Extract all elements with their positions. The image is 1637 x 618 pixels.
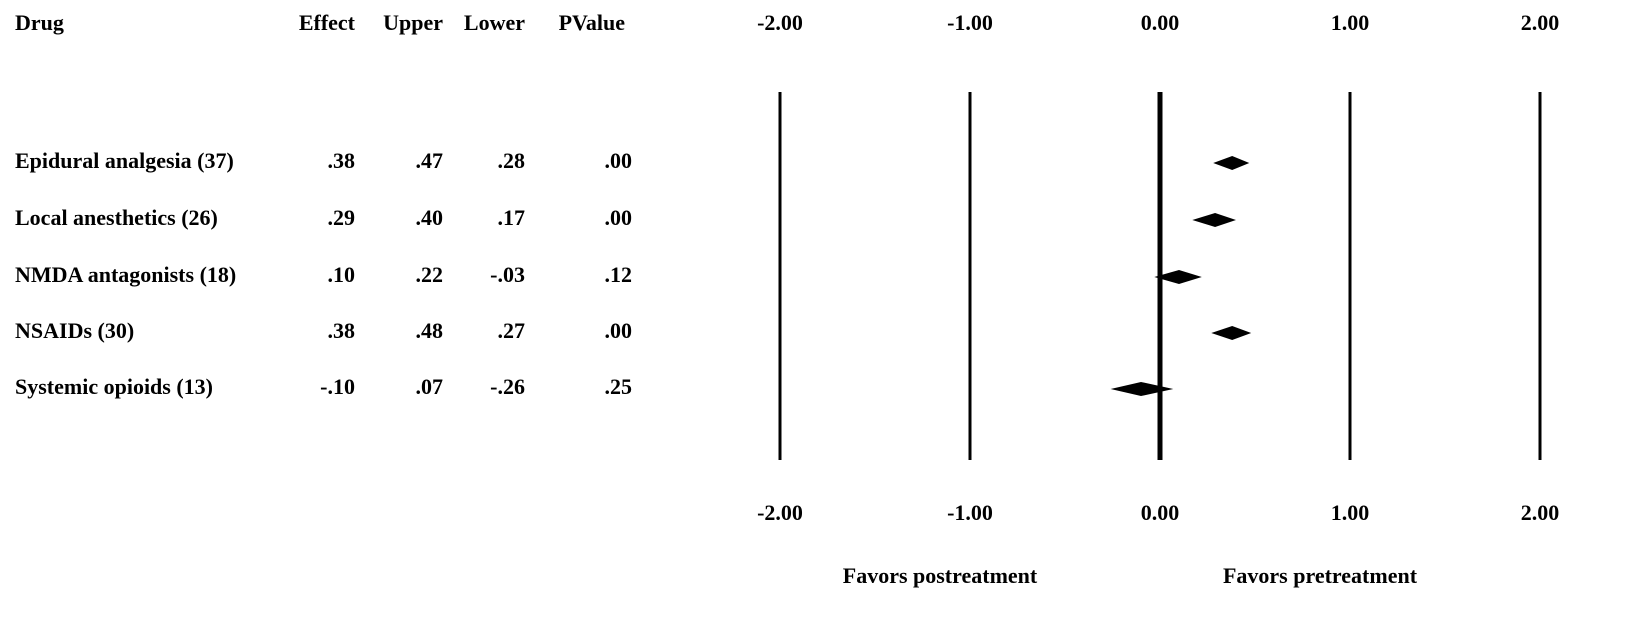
drug-label: Local anesthetics (26) [15,205,218,230]
x-tick-label: 1.00 [1331,500,1370,525]
annotation: Favors postreatment [843,563,1038,588]
lower-value: .17 [498,205,526,230]
upper-value: .48 [416,318,444,343]
upper-value: .40 [416,205,444,230]
p-value: .00 [605,205,633,230]
drug-label: Systemic opioids (13) [15,374,213,399]
x-tick-label: 1.00 [1331,10,1370,35]
p-value: .12 [605,262,633,287]
p-value: .00 [605,148,633,173]
upper-value: .47 [416,148,444,173]
drug-label: Epidural analgesia (37) [15,148,234,173]
x-tick-label: 0.00 [1141,10,1180,35]
effect-diamond [1110,382,1174,396]
lower-value: .28 [498,148,526,173]
p-value: .25 [605,374,633,399]
p-value: .00 [605,318,633,343]
x-tick-label: 2.00 [1521,500,1560,525]
effect-value: .10 [328,262,356,287]
effect-value: .38 [328,148,356,173]
column-header: PValue [559,10,626,35]
lower-value: -.26 [490,374,525,399]
upper-value: .22 [416,262,444,287]
effect-diamond [1211,326,1252,340]
column-header: Upper [383,10,443,35]
effect-diamond [1154,270,1202,284]
effect-value: .29 [328,205,356,230]
effect-diamond [1192,213,1236,227]
drug-label: NSAIDs (30) [15,318,134,343]
effect-value: .38 [328,318,356,343]
lower-value: .27 [498,318,526,343]
upper-value: .07 [416,374,444,399]
lower-value: -.03 [490,262,525,287]
x-tick-label: -2.00 [757,500,803,525]
x-tick-label: 2.00 [1521,10,1560,35]
x-tick-label: -1.00 [947,500,993,525]
effect-diamond [1213,156,1250,170]
column-header: Drug [15,10,64,35]
column-header: Effect [299,10,356,35]
drug-label: NMDA antagonists (18) [15,262,236,287]
x-tick-label: -2.00 [757,10,803,35]
x-tick-label: 0.00 [1141,500,1180,525]
x-tick-label: -1.00 [947,10,993,35]
effect-value: -.10 [320,374,355,399]
annotation: Favors pretreatment [1223,563,1418,588]
column-header: Lower [464,10,525,35]
